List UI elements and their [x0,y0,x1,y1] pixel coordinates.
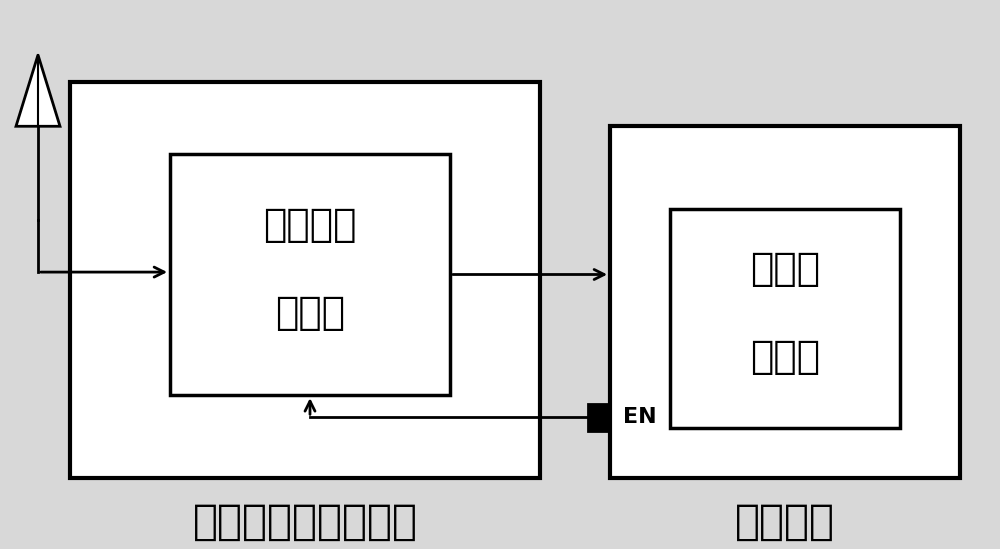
Text: 微处理器: 微处理器 [735,501,835,542]
Polygon shape [16,55,60,126]
Bar [170,154,450,395]
Text: 检测器: 检测器 [275,294,345,332]
Bar [70,82,540,478]
Text: EN: EN [623,407,657,427]
Text: 数模转: 数模转 [750,250,820,288]
Bar [588,404,610,431]
Bar [670,209,900,428]
Text: 比特采样唤醒接收机: 比特采样唤醒接收机 [192,501,418,542]
Text: 对数功率: 对数功率 [263,206,357,244]
Text: 换模块: 换模块 [750,338,820,376]
Bar [610,126,960,478]
